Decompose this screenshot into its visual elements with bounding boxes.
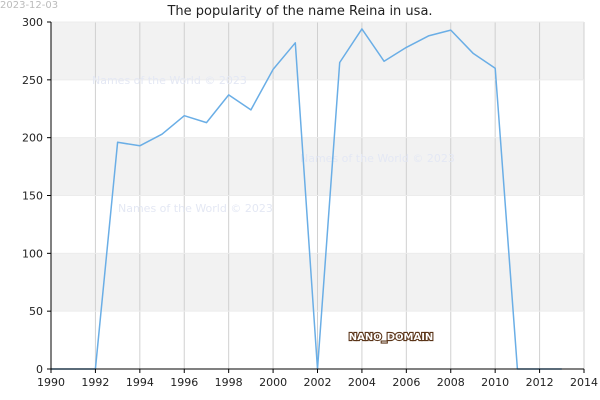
x-tick-label-1990: 1990 xyxy=(37,376,65,389)
series-lines xyxy=(51,28,562,370)
x-tick-labels: 1990 1992 1994 1996 1998 2000 2002 2004 2006 2008… xyxy=(37,369,598,389)
y-tick-labels: 0 50 100 150 200 250 300 xyxy=(22,16,51,376)
y-tick-label-0: 0 xyxy=(36,363,43,376)
x-tick-label-2014: 2014 xyxy=(570,376,598,389)
x-tick-label-2006: 2006 xyxy=(392,376,420,389)
y-tick-label-50: 50 xyxy=(29,305,43,318)
chart-title: The popularity of the name Reina in usa. xyxy=(166,4,432,19)
y-tick-label-150: 150 xyxy=(22,190,43,203)
y-tick-label-200: 200 xyxy=(22,132,43,145)
x-tick-label-2008: 2008 xyxy=(437,376,465,389)
watermark-text-3: Names of the World © 2023 xyxy=(118,202,273,215)
x-tick-label-1992: 1992 xyxy=(81,376,109,389)
watermark-text-1: Names of the World © 2023 xyxy=(92,74,247,87)
x-tick-label-1998: 1998 xyxy=(215,376,243,389)
y-tick-label-100: 100 xyxy=(22,247,43,260)
x-tick-label-2004: 2004 xyxy=(348,376,376,389)
x-tick-label-2000: 2000 xyxy=(259,376,287,389)
x-tick-label-1996: 1996 xyxy=(170,376,198,389)
x-tick-label-1994: 1994 xyxy=(126,376,154,389)
date-stamp: 2023-12-03 xyxy=(0,0,58,11)
y-tick-label-300: 300 xyxy=(22,16,43,29)
brand-logo-text: NANO_DOMAIN xyxy=(349,332,434,343)
y-tick-label-250: 250 xyxy=(22,74,43,87)
x-tick-label-2012: 2012 xyxy=(526,376,554,389)
horizontal-gridlines xyxy=(51,21,584,312)
x-tick-label-2010: 2010 xyxy=(481,376,509,389)
x-tick-label-2002: 2002 xyxy=(304,376,332,389)
series-line-0 xyxy=(51,28,562,370)
watermark-text-2: Names of the World © 2023 xyxy=(300,152,455,165)
